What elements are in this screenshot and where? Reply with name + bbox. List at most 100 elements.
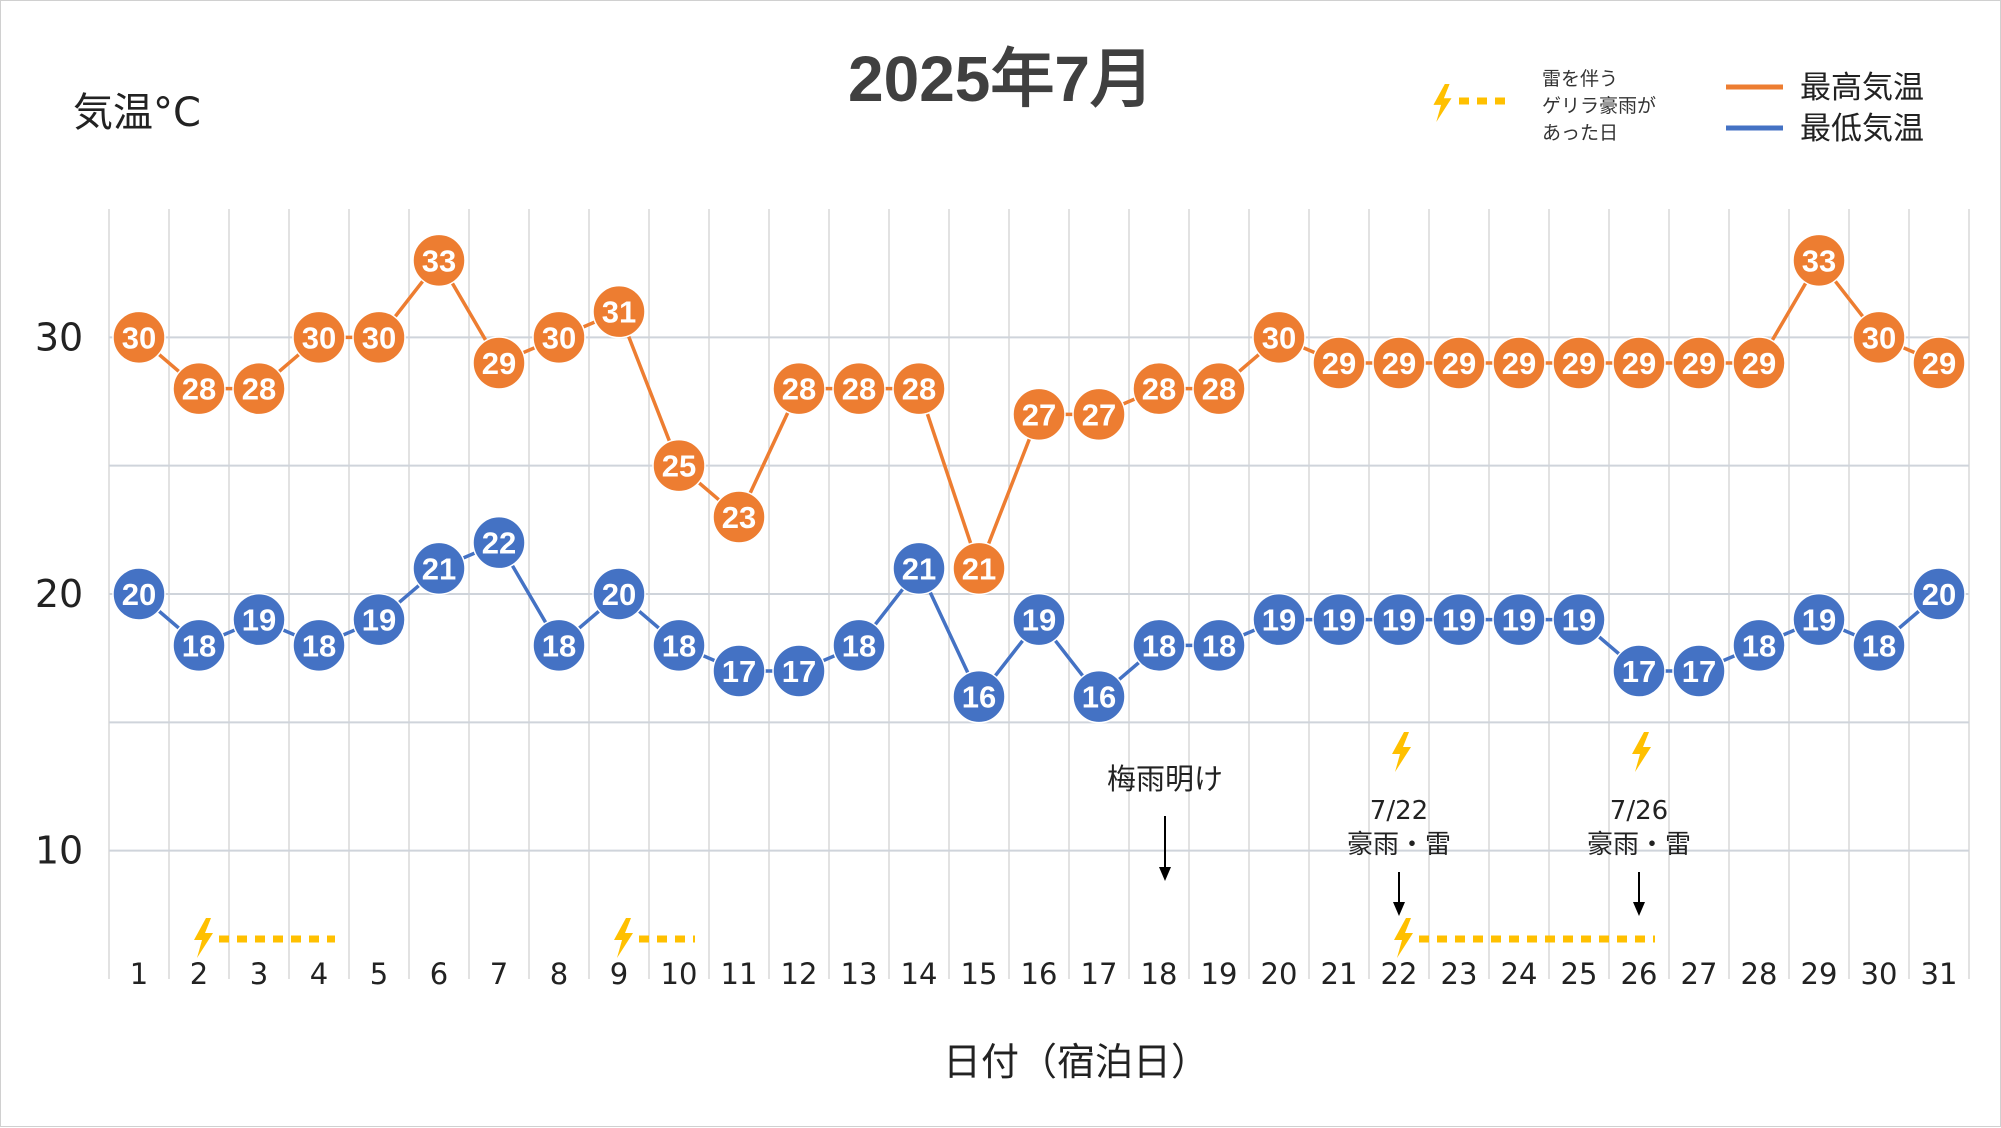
- data-label: 19: [1382, 603, 1416, 638]
- data-point-marker: [652, 438, 706, 493]
- x-tick-label: 15: [961, 957, 998, 991]
- data-point-marker: [1612, 644, 1666, 698]
- data-point: 17: [1672, 644, 1726, 698]
- data-label: 29: [1682, 346, 1716, 381]
- data-point: 18: [1132, 618, 1186, 673]
- data-point-marker: [772, 644, 826, 698]
- data-label: 28: [782, 372, 816, 407]
- data-point: 16: [1072, 669, 1126, 724]
- series: 20 18 19 18 19 21 22 18 20 18 17 17 18 21 16 19 16 18 18 19…: [112, 515, 1966, 724]
- data-point-marker: [472, 515, 526, 570]
- data-point-marker: [1072, 669, 1126, 724]
- x-tick-label: 23: [1441, 957, 1478, 991]
- data-point-marker: [292, 618, 346, 673]
- data-label: 19: [1262, 603, 1296, 638]
- data-label: 19: [362, 603, 396, 638]
- data-point: 21: [892, 541, 946, 596]
- legend-label: 最低気温: [1800, 111, 1924, 147]
- x-tick-label: 16: [1021, 957, 1058, 991]
- data-point-marker: [952, 541, 1006, 596]
- data-label: 33: [1802, 243, 1836, 278]
- legend-storm-text: 雷を伴う: [1542, 68, 1618, 90]
- annotation: 7/26 豪雨・雷: [1587, 732, 1691, 916]
- data-point-marker: [1372, 336, 1426, 390]
- data-point: 29: [1912, 336, 1966, 390]
- y-tick-label: 10: [35, 829, 83, 873]
- data-point: 29: [1612, 336, 1666, 390]
- data-point-marker: [172, 361, 226, 416]
- data-point: 29: [1732, 336, 1786, 390]
- chart-title: 2025年7月: [848, 43, 1154, 115]
- data-point-marker: [772, 361, 826, 416]
- annotation: 7/22 豪雨・雷: [1347, 732, 1451, 916]
- data-point: 19: [1552, 592, 1606, 647]
- x-tick-label: 13: [841, 957, 878, 991]
- data-point-marker: [1672, 644, 1726, 698]
- data-point: 28: [772, 361, 826, 416]
- x-tick-label: 17: [1081, 957, 1118, 991]
- data-point-marker: [352, 310, 406, 365]
- data-point-marker: [232, 592, 286, 647]
- annotation-text: 7/26: [1610, 796, 1668, 826]
- data-point-marker: [112, 310, 166, 365]
- x-tick-label: 30: [1861, 957, 1898, 991]
- data-label: 21: [902, 551, 936, 586]
- x-tick-label: 3: [250, 957, 268, 991]
- data-point-marker: [592, 567, 646, 621]
- data-label: 18: [302, 628, 336, 663]
- data-label: 17: [782, 654, 816, 689]
- data-point: 29: [1372, 336, 1426, 390]
- data-point: 29: [1432, 336, 1486, 390]
- data-label: 22: [482, 526, 516, 561]
- data-label: 20: [122, 577, 156, 612]
- data-point-marker: [1072, 387, 1126, 442]
- y-tick-label: 30: [35, 315, 83, 359]
- data-label: 28: [1202, 372, 1236, 407]
- data-point: 19: [1012, 592, 1066, 647]
- x-tick-label: 9: [610, 957, 628, 991]
- storm-period: [614, 918, 695, 958]
- data-label: 29: [1442, 346, 1476, 381]
- x-tick-label: 28: [1741, 957, 1778, 991]
- data-label: 29: [1322, 346, 1356, 381]
- annotation-text: 7/22: [1370, 796, 1428, 826]
- x-axis-label: 日付（宿泊日）: [943, 1040, 1209, 1084]
- data-point-marker: [1912, 336, 1966, 390]
- data-point-marker: [1432, 336, 1486, 390]
- data-point-marker: [1312, 592, 1366, 647]
- lightning-icon: [1392, 732, 1411, 772]
- x-tick-label: 14: [901, 957, 938, 991]
- data-point-marker: [952, 669, 1006, 724]
- legend-item: 最低気温: [1726, 111, 1924, 147]
- x-tick-label: 21: [1321, 957, 1358, 991]
- data-point: 27: [1012, 387, 1066, 442]
- data-label: 16: [962, 680, 996, 715]
- data-point: 18: [1852, 618, 1906, 673]
- data-label: 20: [602, 577, 636, 612]
- data-point: 25: [652, 438, 706, 493]
- data-point: 18: [172, 618, 226, 673]
- grid: [108, 209, 1970, 979]
- x-tick-label: 5: [370, 957, 388, 991]
- data-point: 30: [112, 310, 166, 365]
- data-label: 18: [1142, 628, 1176, 663]
- x-tick-label: 11: [721, 957, 758, 991]
- data-point-marker: [592, 284, 646, 339]
- data-point-marker: [532, 618, 586, 673]
- y-axis-label: 気温°C: [73, 90, 201, 136]
- data-point-marker: [1672, 336, 1726, 390]
- data-label: 27: [1022, 397, 1056, 432]
- annotation-text: 豪雨・雷: [1347, 830, 1451, 860]
- data-point: 20: [112, 567, 166, 621]
- data-label: 19: [1322, 603, 1356, 638]
- data-point: 19: [1492, 592, 1546, 647]
- data-point-marker: [892, 541, 946, 596]
- data-label: 19: [1022, 603, 1056, 638]
- data-point-marker: [1552, 336, 1606, 390]
- data-label: 17: [1622, 654, 1656, 689]
- data-label: 17: [722, 654, 756, 689]
- x-tick-label: 4: [310, 957, 328, 991]
- data-label: 17: [1682, 654, 1716, 689]
- data-point-marker: [1192, 361, 1246, 416]
- x-tick-label: 24: [1501, 957, 1538, 991]
